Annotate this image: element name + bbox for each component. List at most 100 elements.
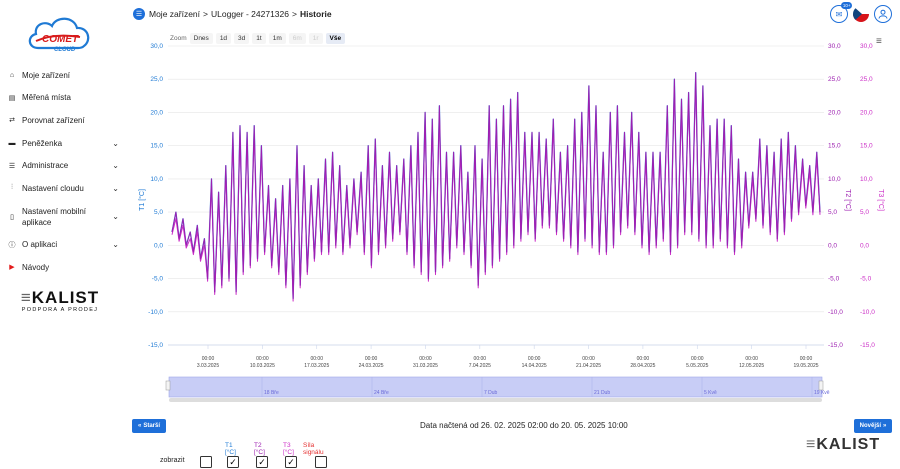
chart-navigator: 18 Bře 24 Bře 7 Dub 21 Dub 5 Kvě 19 Kvě xyxy=(165,376,830,402)
legend-header-2: T2 [°C] xyxy=(254,442,265,456)
zoom-button-1[interactable]: 1d xyxy=(215,33,232,44)
y-tick-t3: 15,0 xyxy=(860,143,873,150)
sidebar-item-label: Administrace xyxy=(22,161,69,171)
x-tick-date: 24.03.2025 xyxy=(359,363,384,369)
double-chevron-right-icon: » xyxy=(883,423,887,429)
zoom-label: Zoom xyxy=(170,35,187,42)
comet-cloud-logo[interactable]: COMET CLOUD xyxy=(24,10,94,60)
y-tick-t2: 0,0 xyxy=(828,242,837,249)
chevron-down-icon: ⌄ xyxy=(112,161,119,171)
y-tick-t1: 20,0 xyxy=(150,109,163,116)
x-tick-date: 5.05.2025 xyxy=(686,363,708,369)
newer-data-button[interactable]: Novější » xyxy=(854,419,892,433)
chevron-down-icon: ⌄ xyxy=(112,183,119,193)
sidebar-item-label: Moje zařízení xyxy=(22,70,71,80)
sidebar-menu: ⌂ Moje zařízení ▤ Měřená místa ⇄ Porovnat zař… xyxy=(0,64,125,279)
y-tick-t1: 15,0 xyxy=(150,143,163,150)
sidebar-item-label: Návody xyxy=(22,262,50,272)
map-icon: ▤ xyxy=(8,94,16,102)
kalist-footer-logo: ≡KALIST xyxy=(806,436,881,453)
visibility-checkbox-3[interactable]: ✓ xyxy=(285,456,297,468)
y-tick-t3: -15,0 xyxy=(860,342,875,349)
y-tick-t1: 10,0 xyxy=(150,176,163,183)
sidebar-item-label: O aplikaci xyxy=(22,240,58,250)
sidebar-item-label: Peněženka xyxy=(22,138,63,148)
compare-icon: ⇄ xyxy=(9,117,15,125)
y-tick-t3: -5,0 xyxy=(860,276,872,283)
sidebar-item-4[interactable]: ☰ Administrace ⌄ xyxy=(0,154,125,177)
sidebar-item-5[interactable]: ⫶ Nastavení cloudu ⌄ xyxy=(0,177,125,200)
x-tick-time: 00:00 xyxy=(637,356,650,362)
navigator-left-handle xyxy=(165,380,171,391)
sidebar-item-1[interactable]: ▤ Měřená místa xyxy=(0,87,125,110)
sidebar-item-0[interactable]: ⌂ Moje zařízení xyxy=(0,64,125,87)
navigator-label: 24 Bře xyxy=(374,390,389,396)
phone-icon: ▯ xyxy=(10,213,14,221)
x-tick-date: 12.05.2025 xyxy=(739,363,764,369)
navigator-label: 5 Kvě xyxy=(704,390,717,396)
y-tick-t1: 5,0 xyxy=(154,209,163,216)
x-tick-date: 19.05.2025 xyxy=(793,363,818,369)
logo-cloud-text: CLOUD xyxy=(54,47,76,53)
y-tick-t1: -15,0 xyxy=(148,342,163,349)
language-flag-cz-icon[interactable] xyxy=(853,6,869,22)
x-tick-time: 00:00 xyxy=(419,356,432,362)
kalist-logo[interactable]: ≡KALIST PODPORA A PRODEJ xyxy=(20,288,100,313)
sidebar-item-label: Porovnat zařízení xyxy=(22,115,85,125)
sidebar-item-2[interactable]: ⇄ Porovnat zařízení xyxy=(0,109,125,132)
zoom-button-3[interactable]: 1t xyxy=(252,33,266,44)
notification-badge: 10+ xyxy=(841,2,852,9)
y-tick-t1: -10,0 xyxy=(148,309,163,316)
y-tick-t1: 0,0 xyxy=(154,242,163,249)
x-tick-time: 00:00 xyxy=(691,356,704,362)
breadcrumb-item-devices[interactable]: Moje zařízení xyxy=(149,9,201,19)
breadcrumb-item-history: Historie xyxy=(299,9,332,19)
zoom-button-5: 6m xyxy=(288,33,306,44)
visibility-checkbox-1[interactable]: ✓ xyxy=(227,456,239,468)
y-tick-t3: 30,0 xyxy=(860,43,873,50)
y-tick-t2: 30,0 xyxy=(828,43,841,50)
zoom-button-4[interactable]: 1m xyxy=(268,33,286,44)
info-icon: ⓘ xyxy=(8,241,16,249)
visibility-checkbox-0[interactable] xyxy=(200,456,212,468)
chevron-down-icon: ⌄ xyxy=(112,212,119,222)
logo-comet-text: COMET xyxy=(42,34,79,45)
sidebar-item-8[interactable]: ▶ Návody xyxy=(0,256,125,279)
y-axis-title-t2: T2 [°C] xyxy=(844,189,852,211)
x-tick-time: 00:00 xyxy=(582,356,595,362)
double-chevron-left-icon: « xyxy=(137,423,142,429)
zoom-button-2[interactable]: 3d xyxy=(234,33,250,44)
x-tick-time: 00:00 xyxy=(365,356,378,362)
older-data-button[interactable]: « Starší xyxy=(132,419,166,433)
y-axis-title-t3: T3 [°C] xyxy=(877,189,885,211)
sidebar-item-6[interactable]: ▯ Nastavení mobilní aplikace ⌄ xyxy=(0,200,125,234)
loaded-range-text: Data načtená od 26. 02. 2025 02:00 do 20… xyxy=(420,421,628,430)
user-profile-button[interactable] xyxy=(874,5,892,23)
x-tick-date: 3.03.2025 xyxy=(197,363,219,369)
temperature-chart: 30,0 25,0 20,0 15,0 10,0 5,0 0,0 -5,0 -10,0 -15,0… xyxy=(138,43,885,402)
visibility-checkbox-4[interactable] xyxy=(315,456,327,468)
sliders-icon: ⫶ xyxy=(11,184,13,192)
zoom-button-0[interactable]: Dnes xyxy=(189,33,213,44)
older-button-label: Starší xyxy=(143,423,161,429)
x-tick-date: 7.04.2025 xyxy=(469,363,491,369)
y-tick-t2: -15,0 xyxy=(828,342,843,349)
chevron-down-icon: ⌄ xyxy=(112,240,119,250)
chart-menu-icon[interactable]: ≡ xyxy=(876,36,882,47)
zoom-button-7[interactable]: Vše xyxy=(325,33,346,44)
menu-toggle-icon[interactable]: ☰ xyxy=(133,8,145,20)
sidebar-item-7[interactable]: ⓘ O aplikaci ⌄ xyxy=(0,234,125,257)
x-tick-date: 14.04.2025 xyxy=(522,363,547,369)
wallet-icon: ▬ xyxy=(8,139,16,147)
x-tick-time: 00:00 xyxy=(256,356,269,362)
sidebar-item-label: Nastavení mobilní aplikace xyxy=(22,206,87,227)
breadcrumb-item-device[interactable]: ULogger - 24271326 xyxy=(211,9,289,19)
sidebar-item-3[interactable]: ▬ Peněženka ⌄ xyxy=(0,132,125,155)
notifications-button[interactable]: ✉ 10+ xyxy=(830,2,852,23)
y-tick-t2: -5,0 xyxy=(828,276,840,283)
y-tick-t2: -10,0 xyxy=(828,309,843,316)
youtube-icon: ▶ xyxy=(9,264,15,272)
y-tick-t2: 10,0 xyxy=(828,176,841,183)
visibility-checkbox-2[interactable]: ✓ xyxy=(256,456,268,468)
y-tick-t3: 25,0 xyxy=(860,76,873,83)
